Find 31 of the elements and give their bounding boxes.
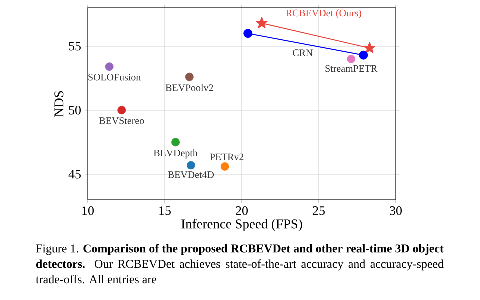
point: [186, 161, 196, 170]
x-tick-label: 10: [82, 206, 94, 216]
x-tick-label: 15: [160, 206, 171, 216]
point: [347, 55, 356, 64]
y-tick-label: 45: [68, 170, 81, 179]
y-tick-label: 55: [69, 42, 81, 51]
y-axis-title: NDS: [54, 91, 64, 118]
series-label: CRN: [293, 50, 313, 56]
point: [256, 17, 268, 28]
point: [364, 42, 376, 54]
series-label: BEVDepth: [154, 150, 198, 159]
point: [220, 162, 230, 171]
caption: Figure 1. Comparison of the proposed RCBEVDet and other real-time 3D object detectors. Our RCBEVDet achieves state-of-the-art accuracy and accuracy-speed trade-offs. All entries are: [36, 244, 444, 284]
point: [185, 72, 194, 82]
point: [118, 106, 126, 115]
point: [244, 29, 253, 38]
series-label: StreamPETR: [326, 65, 378, 72]
series-label: BEVDet4D: [168, 172, 214, 178]
series-label: SOLOFusion: [88, 74, 141, 81]
series-label: BEVStereo: [99, 118, 144, 124]
series-label: PETRv2: [210, 154, 244, 161]
y-tick-label: 50: [69, 106, 81, 115]
x-tick-label: 20: [236, 206, 248, 216]
series-label: RCBEVDet (Ours): [286, 10, 362, 19]
series-label: BEVPoolv2: [166, 84, 214, 92]
point: [105, 62, 114, 72]
point: [172, 138, 180, 147]
x-tick-label: 25: [313, 206, 325, 216]
x-axis-title: Inference Speed (FPS): [182, 219, 302, 232]
point: [359, 50, 368, 60]
x-tick-label: 30: [390, 206, 402, 216]
